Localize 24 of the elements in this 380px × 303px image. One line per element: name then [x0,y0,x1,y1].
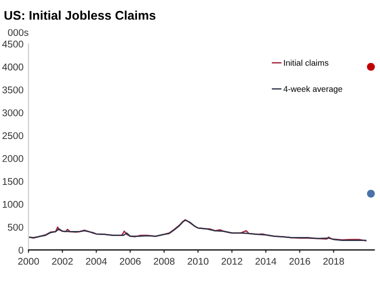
y-tick-label: 4000 [2,64,24,70]
x-tick-label: 2014 [255,258,276,265]
x-tick-label: 2010 [188,258,208,265]
x-tick-label: 2008 [154,258,174,265]
x-tick-label: 2012 [222,258,242,265]
y-tick-label: 3500 [2,86,24,94]
x-tick-label: 2018 [323,258,344,265]
x-tick-label: 2006 [120,258,141,265]
y-tick-label: 3000 [2,109,24,116]
chart-title: US: Initial Jobless Claims [4,10,156,20]
y-tick-label: 1000 [2,200,24,208]
x-tick-label: 2000 [18,258,39,265]
y-tick-label: 4500 [2,40,24,48]
y-tick-label: 2500 [2,132,24,140]
x-tick-label: 2004 [86,258,107,265]
legend-label: 4-week average [283,86,342,94]
x-tick-label: 2002 [52,258,73,265]
y-tick-label: 2000 [2,155,24,162]
x-tick-label: 2016 [289,258,310,265]
legend-label: Initial claims [284,60,328,66]
y-tick-label: 0 [18,246,24,254]
y-tick-label: 500 [8,224,24,231]
y-tick-label: 1500 [2,178,24,185]
y-axis-title: 000s [8,29,28,36]
